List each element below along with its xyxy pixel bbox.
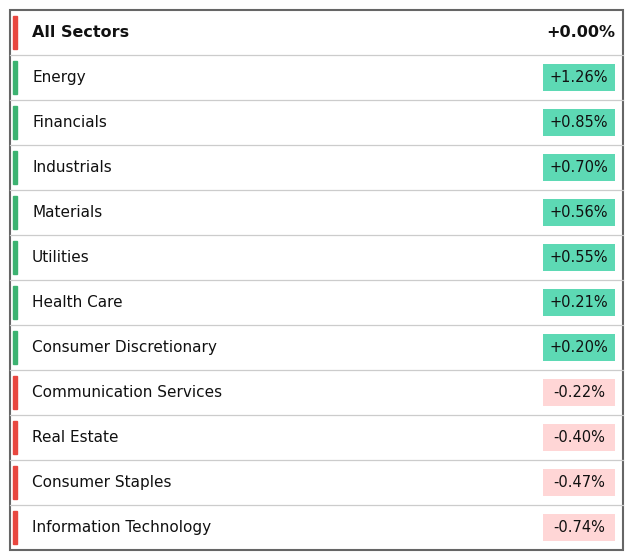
Text: Energy: Energy <box>32 70 85 85</box>
Bar <box>13 106 17 139</box>
Bar <box>13 421 17 454</box>
Bar <box>13 241 17 274</box>
FancyBboxPatch shape <box>543 244 615 271</box>
Bar <box>13 511 17 544</box>
Text: Utilities: Utilities <box>32 250 90 265</box>
FancyBboxPatch shape <box>543 334 615 361</box>
Text: -0.47%: -0.47% <box>553 475 605 490</box>
Bar <box>13 331 17 364</box>
Bar <box>13 466 17 499</box>
Text: Materials: Materials <box>32 205 103 220</box>
FancyBboxPatch shape <box>543 514 615 541</box>
Text: +0.56%: +0.56% <box>549 205 608 220</box>
Bar <box>13 286 17 319</box>
Bar <box>13 376 17 409</box>
FancyBboxPatch shape <box>543 64 615 91</box>
FancyBboxPatch shape <box>543 424 615 451</box>
FancyBboxPatch shape <box>543 109 615 136</box>
Text: -0.22%: -0.22% <box>553 385 605 400</box>
Text: -0.74%: -0.74% <box>553 520 605 535</box>
Text: Health Care: Health Care <box>32 295 123 310</box>
FancyBboxPatch shape <box>543 289 615 316</box>
Text: Consumer Staples: Consumer Staples <box>32 475 172 490</box>
FancyBboxPatch shape <box>543 199 615 226</box>
Text: Financials: Financials <box>32 115 107 130</box>
Text: +0.20%: +0.20% <box>549 340 608 355</box>
Bar <box>13 61 17 94</box>
Text: +1.26%: +1.26% <box>549 70 608 85</box>
Text: +0.55%: +0.55% <box>549 250 608 265</box>
Text: +0.70%: +0.70% <box>549 160 608 175</box>
FancyBboxPatch shape <box>543 379 615 406</box>
Text: +0.00%: +0.00% <box>546 25 615 40</box>
Bar <box>13 151 17 184</box>
Text: Information Technology: Information Technology <box>32 520 211 535</box>
Text: -0.40%: -0.40% <box>553 430 605 445</box>
Text: All Sectors: All Sectors <box>32 25 129 40</box>
Bar <box>13 16 17 49</box>
Text: +0.21%: +0.21% <box>549 295 608 310</box>
FancyBboxPatch shape <box>543 469 615 496</box>
FancyBboxPatch shape <box>543 154 615 181</box>
Text: Consumer Discretionary: Consumer Discretionary <box>32 340 217 355</box>
Text: +0.85%: +0.85% <box>549 115 608 130</box>
Text: Industrials: Industrials <box>32 160 112 175</box>
Text: Communication Services: Communication Services <box>32 385 222 400</box>
Text: Real Estate: Real Estate <box>32 430 118 445</box>
Bar <box>13 196 17 229</box>
